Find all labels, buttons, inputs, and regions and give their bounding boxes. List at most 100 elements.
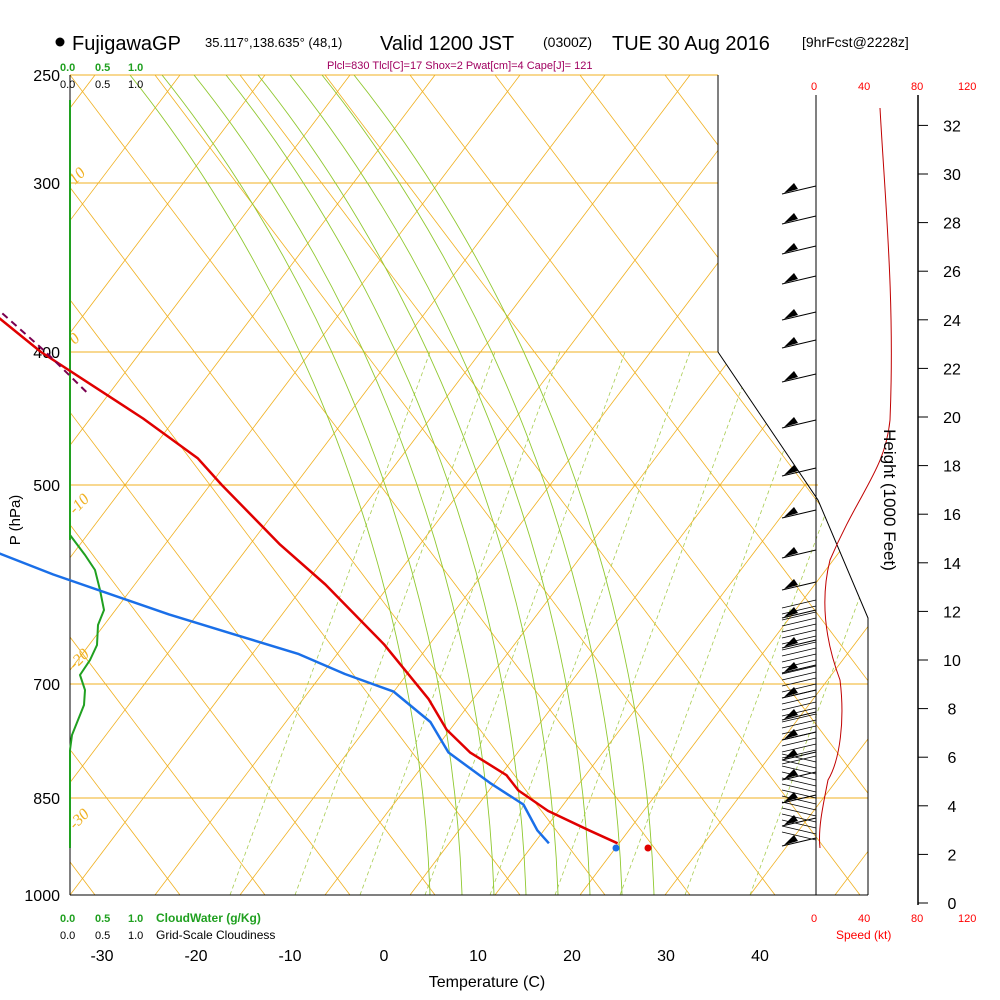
isotherm-line [579, 75, 868, 895]
barb-shaft [781, 185, 817, 195]
series-parcel-line [0, 309, 88, 393]
barb-shaft-low [781, 789, 817, 799]
barb-shaft-low [781, 671, 817, 681]
height-tick-label: 26 [943, 264, 961, 281]
speed-tick-bottom-1: 40 [858, 913, 870, 925]
temperature-tick-label: 10 [469, 948, 487, 965]
height-tick-label: 2 [948, 847, 957, 864]
barb-shaft [781, 817, 817, 827]
barb-shaft-low [781, 731, 817, 741]
temperature-tick-label: 20 [563, 948, 581, 965]
dry-adiabat-line [239, 75, 861, 895]
wind-barb [781, 530, 817, 559]
pressure-tick-label: 700 [33, 677, 60, 694]
speed-tick-top-1: 40 [858, 81, 870, 93]
barb-flag [784, 687, 798, 697]
moist-adiabat-line [289, 75, 591, 895]
isotherm-label: 0 [66, 330, 84, 348]
barb-shaft-low [781, 695, 817, 705]
height-tick-label: 20 [943, 410, 961, 427]
temperature-tick-label: -10 [278, 948, 301, 965]
mixing-ratio-label: 3 [352, 902, 368, 917]
dry-adiabat-line [579, 75, 868, 895]
mixing-ratio-line [424, 351, 626, 895]
height-tick-label: 24 [943, 313, 961, 330]
dry-adiabat-line [70, 75, 266, 895]
indices-line: Plcl=830 Tlcl[C]=17 Shox=2 Pwat[cm]=4 Ca… [327, 60, 592, 72]
axes: -30 -20 -10 0 10 20 30 400246810121416182022242… [90, 95, 961, 965]
barb-shaft-low [781, 819, 817, 829]
height-tick-label: 16 [943, 507, 961, 524]
height-tick-label: 12 [943, 604, 961, 621]
height-tick-label: 32 [943, 118, 961, 135]
cloud-scale-bottom-green-0: 0.0 [60, 913, 75, 925]
isotherm-line [749, 75, 868, 895]
barb-shaft [781, 275, 817, 285]
mixing-ratio-label: 12 [537, 896, 558, 916]
barb-shaft-low [781, 777, 817, 787]
barb-flag [784, 465, 798, 475]
mixing-ratio-label: 8 [482, 902, 498, 917]
barb-shaft [781, 581, 817, 591]
barb-flag [784, 213, 798, 223]
cloud-scale-top-green-0: 0.0 [60, 62, 75, 74]
wind-speed-line [819, 107, 892, 849]
barb-shaft-low [781, 641, 817, 651]
barb-shaft-low [781, 689, 817, 699]
speed-tick-bottom-0: 0 [811, 913, 817, 925]
barb-shaft [781, 245, 817, 255]
height-tick-label: 22 [943, 361, 961, 378]
barb-shaft-low [781, 617, 817, 627]
barb-flag [784, 273, 798, 283]
barb-shaft [781, 419, 817, 429]
pressure-tick-label: 400 [33, 345, 60, 362]
cloud-scale-bottom-black-1: 0.5 [95, 930, 110, 942]
isotherm-line [70, 75, 266, 895]
dry-adiabat-line [70, 75, 691, 895]
temperature-tick-label: 0 [380, 948, 389, 965]
barb-shaft [781, 467, 817, 477]
isotherm-line [920, 75, 1000, 895]
speed-tick-bottom-2: 80 [911, 913, 923, 925]
barb-shaft-low [781, 831, 817, 841]
height-tick-label: 30 [943, 167, 961, 184]
barb-shaft-low [781, 807, 817, 817]
barb-shaft-low [781, 743, 817, 753]
mixing-ratio-label: 5 [417, 902, 433, 917]
cloud-scale-bottom-black-2: 1.0 [128, 930, 143, 942]
barb-shaft-low [781, 635, 817, 645]
barb-shaft-low [781, 801, 817, 811]
speed-axis-label: Speed (kt) [836, 928, 891, 942]
dry-adiabat-line [920, 75, 1000, 895]
station-name: FujigawaGP [72, 33, 181, 55]
barb-shaft-low [781, 701, 817, 711]
barb-flag [784, 337, 798, 347]
barb-shaft-low [781, 713, 817, 723]
cloud-scale-bottom-green-1: 0.5 [95, 913, 110, 925]
cloud-scale-top-green-2: 1.0 [128, 62, 143, 74]
right-stepped-edge [717, 351, 869, 895]
barb-shaft-low [781, 659, 817, 669]
barb-flag [784, 835, 798, 845]
wind-barbs [781, 146, 817, 847]
barb-shaft-low [781, 629, 817, 639]
wind-barb [781, 206, 817, 255]
wind-barb [781, 448, 817, 477]
sounding-profiles [0, 309, 652, 852]
height-tick-label: 18 [943, 459, 961, 476]
mixing-ratio-label: 2 [302, 902, 318, 917]
temperature-tick-label: 40 [751, 948, 769, 965]
barb-flag [784, 547, 798, 557]
barb-shaft [781, 664, 817, 674]
height-tick-label: 6 [948, 750, 957, 767]
temperature-tick-label: 30 [657, 948, 675, 965]
mixing-ratio-line [294, 351, 496, 895]
wind-barb [781, 354, 817, 383]
barb-shaft [781, 711, 817, 721]
barb-shaft-low [781, 771, 817, 781]
barb-shaft [781, 549, 817, 559]
height-axis-title: Height (1000 Feet) [880, 429, 899, 571]
dry-adiabat-line [409, 75, 868, 895]
mixing-ratio-line [684, 351, 868, 895]
